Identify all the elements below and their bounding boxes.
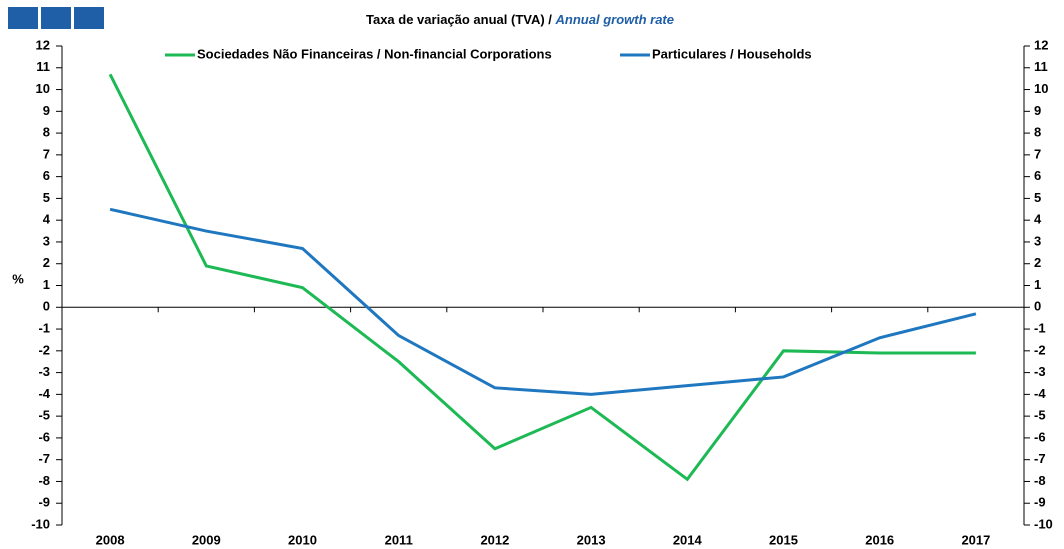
y-tick-label: 4	[43, 212, 51, 227]
y2-tick-label: -10	[1034, 516, 1053, 531]
y-tick-label: 1	[43, 277, 50, 292]
y2-tick-label: 7	[1034, 146, 1041, 161]
y2-tick-label: -7	[1034, 451, 1046, 466]
series-line	[109, 207, 977, 396]
x-tick-label: 2017	[961, 532, 990, 547]
x-tick-label: 2014	[673, 532, 703, 547]
y-tick-label: -10	[31, 516, 50, 531]
y-tick-label: 3	[43, 233, 50, 248]
y2-tick-label: 3	[1034, 233, 1041, 248]
y-tick-label: 11	[36, 59, 50, 74]
y-tick-label: -1	[38, 320, 50, 335]
y2-tick-label: -4	[1034, 386, 1046, 401]
y-tick-label: 9	[43, 103, 50, 118]
y2-tick-label: 12	[1034, 37, 1048, 52]
y2-tick-label: -3	[1034, 364, 1046, 379]
y-tick-label: 0	[43, 299, 50, 314]
series-line	[108, 73, 976, 482]
y-tick-label: -8	[38, 473, 50, 488]
y-tick-label: -6	[38, 429, 50, 444]
y2-tick-label: 2	[1034, 255, 1041, 270]
y-axis-label: %	[12, 271, 24, 286]
y2-tick-label: 10	[1034, 81, 1048, 96]
y2-tick-label: 9	[1034, 103, 1041, 118]
x-tick-label: 2013	[577, 532, 606, 547]
y-tick-label: 7	[43, 146, 50, 161]
y2-tick-label: -2	[1034, 342, 1046, 357]
y2-tick-label: 6	[1034, 168, 1041, 183]
logo-block	[74, 7, 104, 29]
x-tick-label: 2010	[288, 532, 317, 547]
y2-tick-label: -6	[1034, 429, 1046, 444]
y-tick-label: 2	[43, 255, 50, 270]
y2-tick-label: -9	[1034, 495, 1046, 510]
y-tick-label: 8	[43, 125, 50, 140]
y-tick-label: -9	[38, 495, 50, 510]
y-tick-label: -4	[38, 386, 50, 401]
y2-tick-label: 0	[1034, 299, 1041, 314]
y-tick-label: 12	[36, 37, 50, 52]
x-tick-label: 2011	[385, 532, 413, 547]
title-pt: Taxa de variação anual (TVA) /	[366, 12, 556, 27]
logo-block	[8, 7, 38, 29]
x-tick-label: 2008	[96, 532, 125, 547]
legend-label: Sociedades Não Financeiras / Non-financi…	[197, 46, 552, 61]
y2-tick-label: -8	[1034, 473, 1046, 488]
y-tick-label: 10	[36, 81, 50, 96]
chart-title: Taxa de variação anual (TVA) / Annual gr…	[366, 12, 674, 27]
y2-tick-label: 11	[1034, 59, 1048, 74]
y-tick-label: 6	[43, 168, 50, 183]
title-en: Annual growth rate	[555, 12, 674, 27]
y-tick-label: -5	[38, 408, 50, 423]
y2-tick-label: -5	[1034, 408, 1046, 423]
y2-tick-label: 4	[1034, 212, 1042, 227]
y-tick-label: -2	[38, 342, 50, 357]
x-tick-label: 2012	[480, 532, 509, 547]
x-tick-label: 2016	[865, 532, 894, 547]
logo-block	[41, 7, 71, 29]
y2-tick-label: 8	[1034, 125, 1041, 140]
legend-label: Particulares / Households	[652, 46, 812, 61]
y2-tick-label: -1	[1034, 320, 1046, 335]
x-tick-label: 2015	[769, 532, 798, 547]
y-tick-label: -7	[38, 451, 50, 466]
y2-tick-label: 5	[1034, 190, 1041, 205]
y2-tick-label: 1	[1034, 277, 1041, 292]
y-tick-label: -3	[38, 364, 50, 379]
x-tick-label: 2009	[192, 532, 221, 547]
y-tick-label: 5	[43, 190, 50, 205]
